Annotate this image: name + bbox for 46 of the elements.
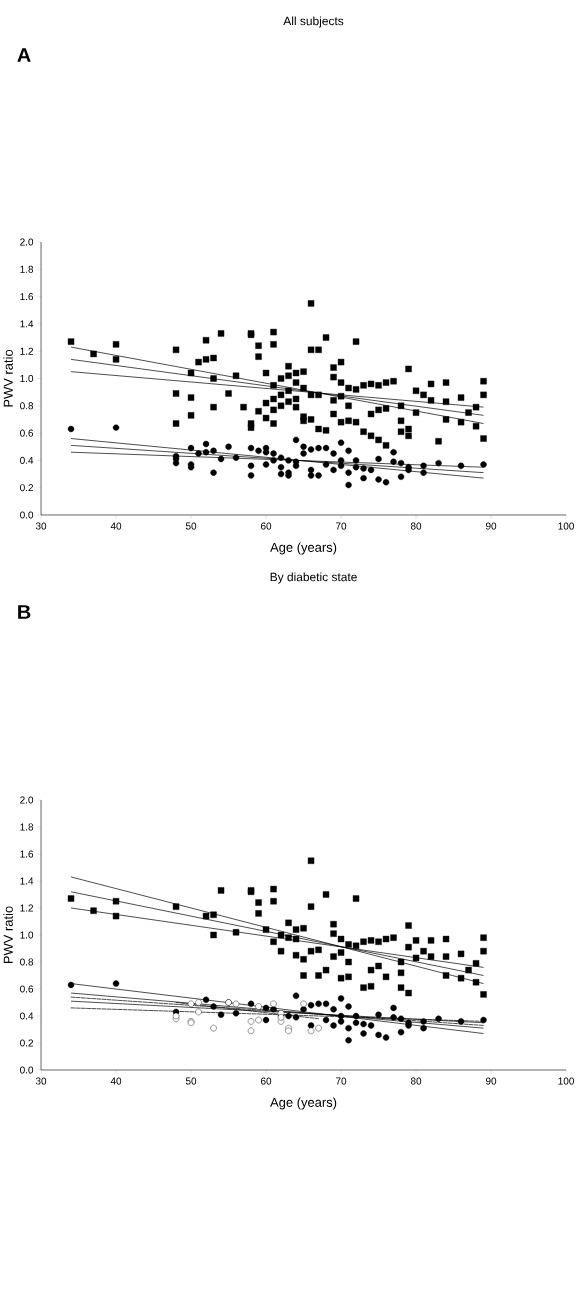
y-tick-label: 0.2 — [20, 484, 34, 492]
x-tick-label: 50 — [185, 1077, 197, 1085]
x-tick-label: 70 — [336, 522, 347, 530]
y-tick-label: 1.8 — [20, 823, 34, 831]
x-tick-label: 80 — [410, 522, 422, 530]
y-tick-label: 1.2 — [20, 904, 34, 912]
y-tick-label: 1.4 — [20, 877, 34, 885]
x-axis-title: Age (years) — [270, 542, 337, 555]
x-tick-label: 80 — [410, 1077, 422, 1085]
y-tick-label: 2.0 — [20, 238, 34, 246]
x-axis-title: Age (years) — [270, 1097, 337, 1110]
x-tick-label: 30 — [35, 1077, 47, 1085]
x-tick-label: 40 — [110, 1077, 122, 1085]
y-tick-label: 1.6 — [20, 293, 34, 301]
y-tick-label: 0.0 — [20, 1066, 34, 1074]
y-tick-label: 1.2 — [20, 347, 34, 355]
x-tick-label: 100 — [558, 522, 574, 530]
x-tick-label: 90 — [485, 522, 497, 530]
y-tick-label: 1.8 — [20, 265, 34, 273]
x-tick-label: 90 — [485, 1077, 497, 1085]
x-tick-label: 100 — [558, 1077, 574, 1085]
y-tick-label: 0.4 — [20, 456, 34, 464]
x-tick-label: 40 — [110, 522, 122, 530]
chart-title: By diabetic state — [270, 572, 357, 584]
y-tick-label: 1.4 — [20, 320, 34, 328]
chart-title: All subjects — [283, 16, 344, 28]
y-tick-label: 2.0 — [20, 796, 34, 804]
x-tick-label: 50 — [185, 522, 197, 530]
y-tick-label: 1.0 — [20, 931, 34, 939]
y-tick-label: 0.6 — [20, 429, 34, 437]
y-tick-label: 0.0 — [20, 511, 34, 519]
x-tick-label: 30 — [35, 522, 47, 530]
y-tick-label: 0.4 — [20, 1012, 34, 1020]
text: B — [18, 605, 31, 619]
x-tick-label: 60 — [260, 1077, 272, 1085]
x-tick-label: 60 — [260, 522, 272, 530]
y-tick-label: 1.0 — [20, 374, 34, 383]
x-tick-label: 70 — [336, 1077, 347, 1085]
y-axis-title: PWV ratio — [3, 349, 13, 407]
y-tick-label: 1.6 — [20, 850, 34, 858]
y-axis-title: PWV ratio — [3, 906, 13, 964]
y-tick-label: 0.6 — [20, 985, 34, 993]
y-tick-label: 0.8 — [20, 958, 34, 966]
text: A — [17, 48, 31, 62]
y-tick-label: 0.8 — [20, 402, 34, 410]
y-tick-label: 0.2 — [20, 1039, 34, 1047]
